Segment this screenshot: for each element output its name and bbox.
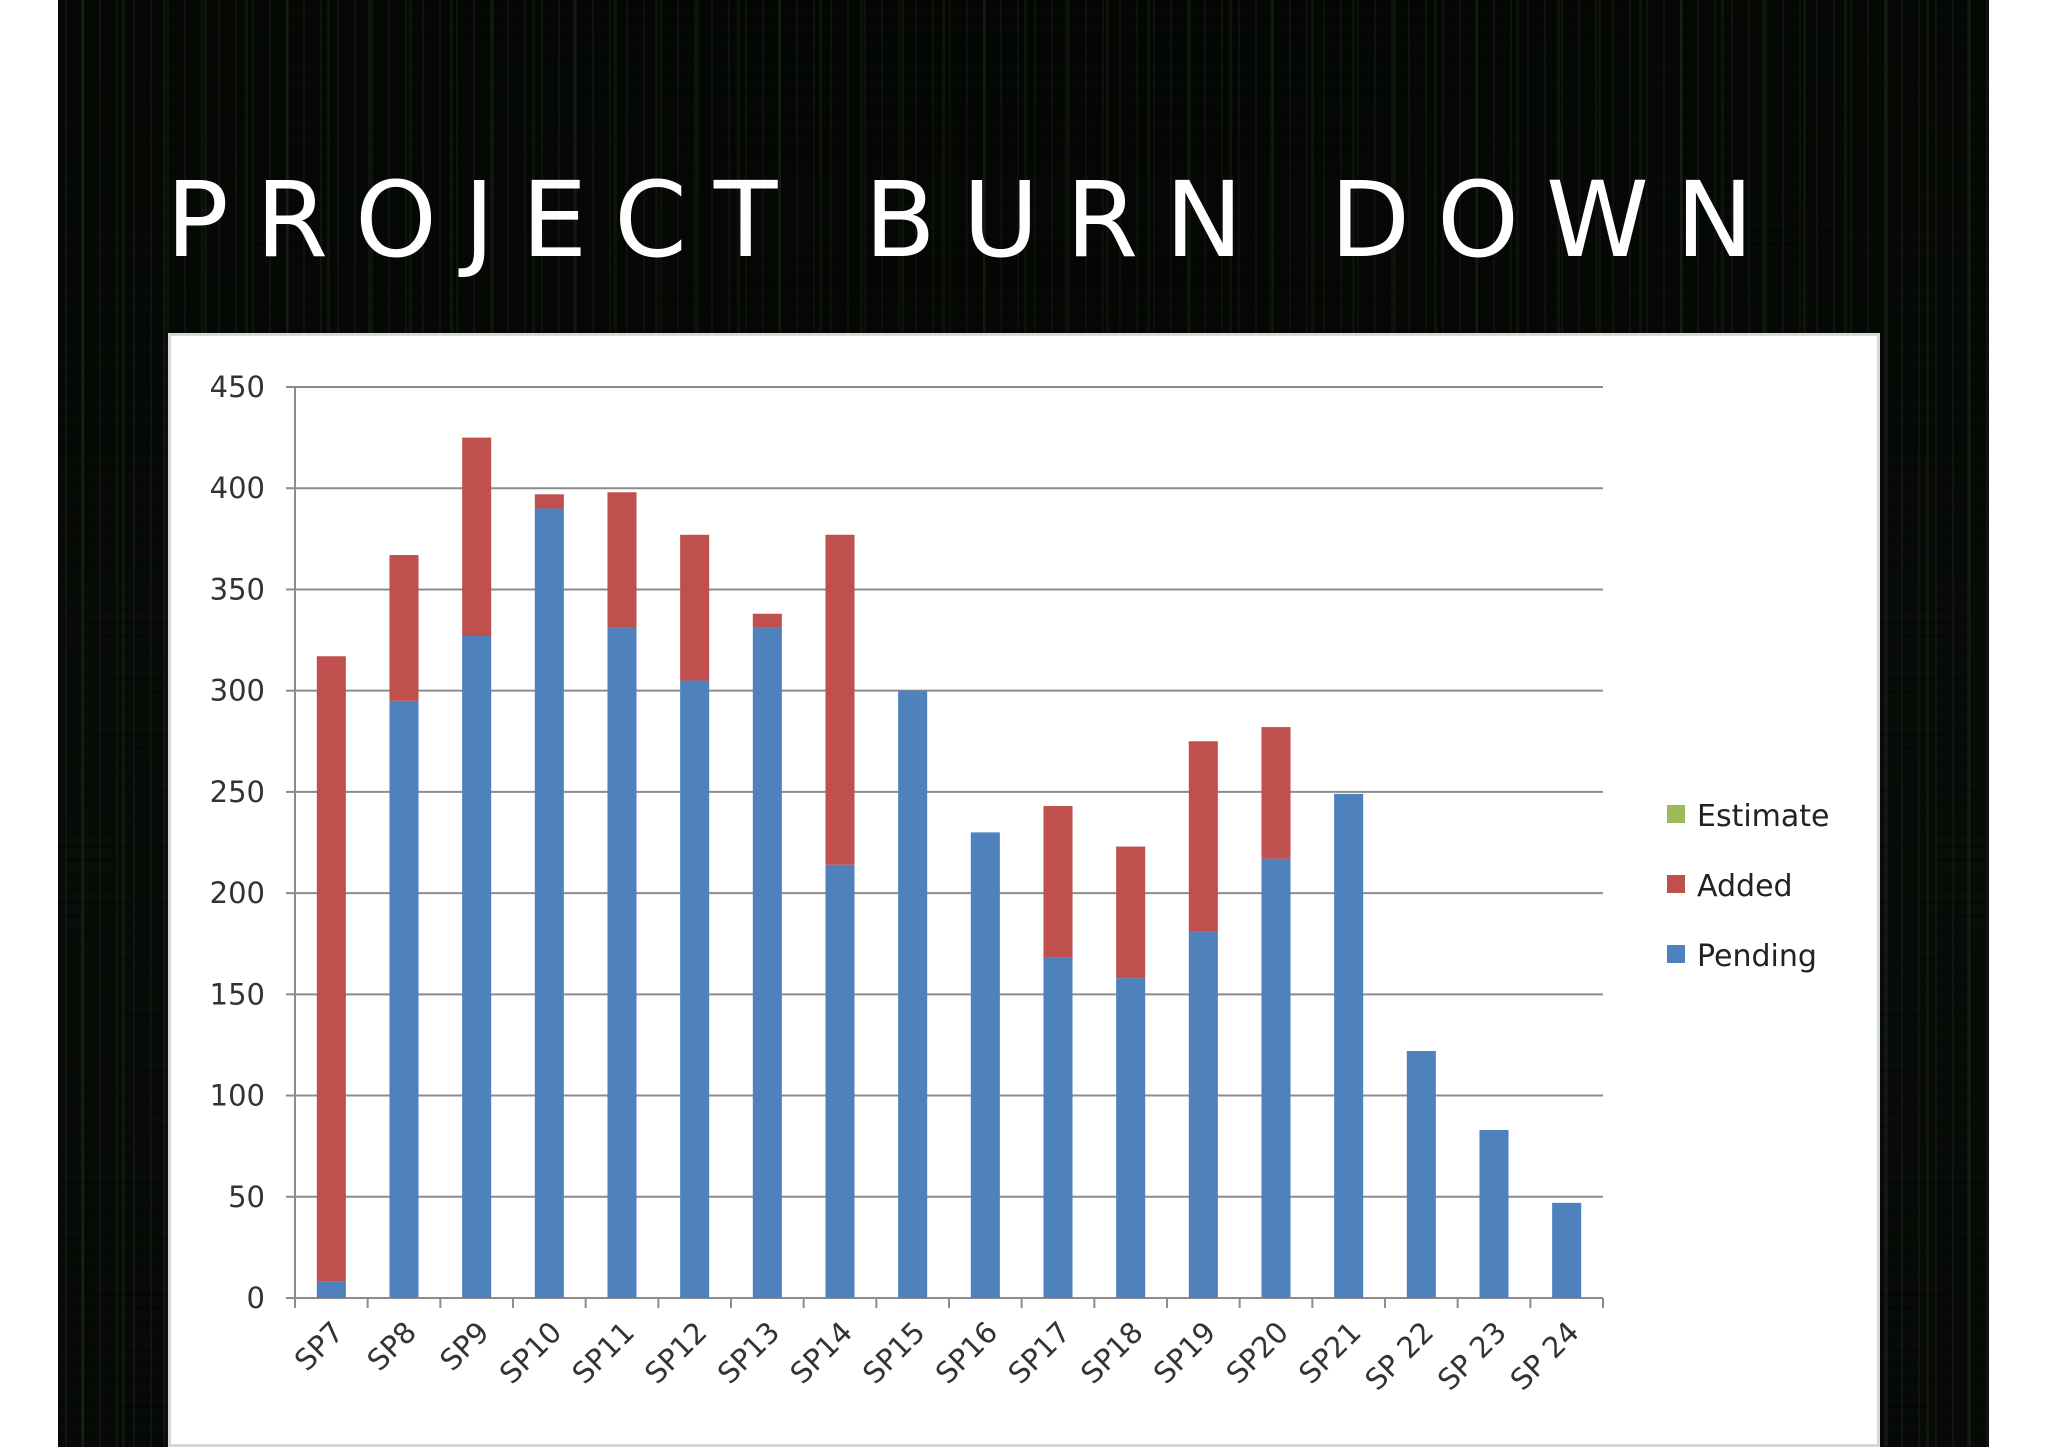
y-tick-label: 150 bbox=[210, 977, 265, 1011]
chart: 0 50 100 150 200 250 300 350 400 450 SP7 SP8 SP9SP10… bbox=[210, 370, 1830, 1397]
bar-pending bbox=[389, 700, 419, 1298]
slide-title: PROJECT BURN DOWN bbox=[166, 159, 1781, 281]
bar-pending bbox=[1334, 793, 1364, 1298]
bar-pending bbox=[316, 1281, 346, 1298]
bar-added bbox=[1043, 806, 1073, 958]
x-tick-label: SP18 bbox=[1074, 1315, 1150, 1391]
legend-swatch-added bbox=[1667, 875, 1685, 893]
y-tick-label: 400 bbox=[210, 471, 265, 505]
x-tick-label: SP 23 bbox=[1431, 1315, 1513, 1397]
bar-added bbox=[607, 492, 637, 628]
y-tick-label: 350 bbox=[210, 572, 265, 606]
x-tick-label: SP7 bbox=[288, 1315, 350, 1377]
bar-pending bbox=[680, 680, 710, 1298]
x-tick-label: SP8 bbox=[360, 1315, 422, 1377]
x-tick-label: SP16 bbox=[929, 1315, 1005, 1391]
bar-added bbox=[389, 555, 419, 701]
x-tick-label: SP10 bbox=[493, 1315, 569, 1391]
legend-swatch-pending bbox=[1667, 945, 1685, 963]
bar-pending bbox=[607, 627, 637, 1298]
bar-pending bbox=[825, 864, 855, 1298]
bar-pending bbox=[1043, 957, 1073, 1298]
bar-added bbox=[1188, 741, 1218, 932]
legend-label-pending: Pending bbox=[1697, 939, 1817, 974]
x-tick-label: SP13 bbox=[711, 1315, 787, 1391]
bar-pending bbox=[1188, 931, 1218, 1298]
x-tick-label: SP 22 bbox=[1358, 1315, 1440, 1397]
x-tick-label: SP11 bbox=[565, 1315, 641, 1391]
bar-added bbox=[1261, 727, 1291, 859]
legend-label-estimate: Estimate bbox=[1697, 799, 1830, 834]
bar-pending bbox=[752, 627, 782, 1298]
x-tick-label: SP17 bbox=[1001, 1315, 1077, 1391]
bar-pending bbox=[534, 508, 564, 1298]
bar-pending bbox=[462, 636, 492, 1298]
bar-added bbox=[534, 494, 564, 509]
bar-pending bbox=[970, 832, 1000, 1298]
legend-swatch-estimate bbox=[1667, 805, 1685, 823]
bar-added bbox=[1116, 846, 1146, 979]
x-tick-label: SP9 bbox=[433, 1315, 495, 1377]
bar-pending bbox=[1261, 858, 1291, 1298]
legend-label-added: Added bbox=[1697, 869, 1793, 904]
slide: PROJECT BURN DOWN 0 50 100 150 200 250 300 350 4… bbox=[58, 0, 1989, 1447]
bar-added bbox=[680, 534, 710, 681]
y-tick-label: 250 bbox=[210, 775, 265, 809]
y-tick-label: 200 bbox=[210, 876, 265, 910]
bar-added bbox=[825, 534, 855, 865]
x-tick-label: SP15 bbox=[856, 1315, 932, 1391]
bar-pending bbox=[1552, 1202, 1582, 1298]
x-tick-label: SP14 bbox=[783, 1315, 859, 1391]
y-tick-label: 450 bbox=[210, 370, 265, 404]
x-tick-label: SP 24 bbox=[1504, 1315, 1586, 1397]
chart-panel: 0 50 100 150 200 250 300 350 400 450 SP7 SP8 SP9 SP10… bbox=[168, 333, 1880, 1447]
y-tick-label: 50 bbox=[228, 1180, 265, 1214]
x-tick-label: SP19 bbox=[1147, 1315, 1223, 1391]
x-tick-label: SP20 bbox=[1219, 1315, 1295, 1391]
bar-pending bbox=[1406, 1051, 1436, 1298]
y-tick-label: 0 bbox=[247, 1281, 265, 1315]
bar-added bbox=[752, 613, 782, 628]
y-tick-label: 100 bbox=[210, 1079, 265, 1113]
y-tick-label: 300 bbox=[210, 674, 265, 708]
bar-pending bbox=[898, 690, 928, 1298]
x-tick-label: SP12 bbox=[638, 1315, 714, 1391]
x-tick-label: SP21 bbox=[1292, 1315, 1368, 1391]
bar-pending bbox=[1116, 978, 1146, 1298]
bar-pending bbox=[1479, 1129, 1509, 1298]
bar-added bbox=[462, 437, 492, 637]
bar-added bbox=[316, 656, 346, 1282]
